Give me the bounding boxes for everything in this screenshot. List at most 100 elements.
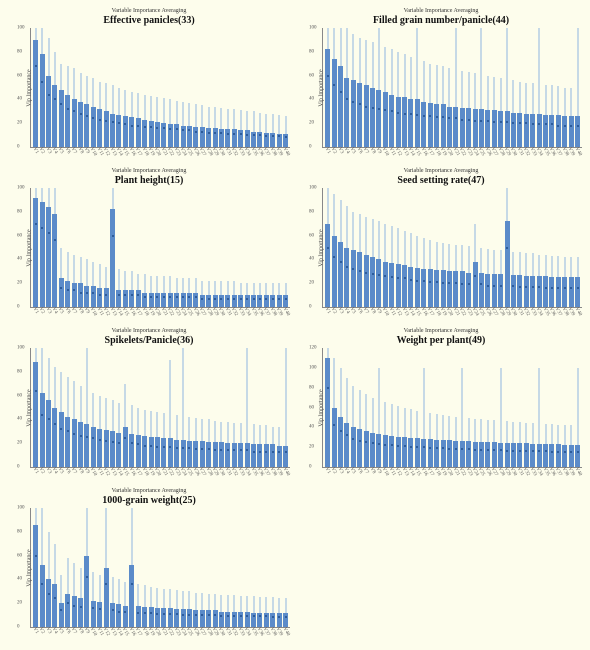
bar [357,252,362,307]
bar [97,288,102,307]
bar-wrap: V20 [447,188,452,307]
bar-wrap: V4 [52,348,57,467]
y-tick: 0 [309,145,312,150]
bar [402,437,407,467]
bar [116,604,121,627]
bar-wrap: V3 [338,28,343,147]
mean-dot [500,121,502,123]
bar-wrap: V31 [225,508,230,627]
bar-wrap: V22 [168,188,173,307]
mean-dot [92,437,94,439]
mean-dot [577,451,579,453]
y-tick: 20 [309,281,314,286]
bar-wrap: V33 [238,28,243,147]
bar [453,441,458,467]
bar [460,441,465,467]
mean-dot [144,612,146,614]
bar-wrap: V36 [257,188,262,307]
bar [543,115,548,147]
bar-wrap: V37 [556,188,561,307]
bar [97,602,102,627]
mean-dot [118,442,120,444]
bar-wrap: V30 [511,348,516,467]
mean-dot [285,298,287,300]
bar [149,121,154,147]
mean-dot [538,286,540,288]
bar-wrap: V8 [370,188,375,307]
bar-wrap: V36 [257,348,262,467]
bar-wrap: V11 [97,508,102,627]
bar-wrap: V14 [116,508,121,627]
bar-wrap: V35 [251,188,256,307]
bar [415,438,420,467]
bar-wrap: V16 [129,188,134,307]
mean-dot [442,116,444,118]
mean-dot [493,449,495,451]
bar-wrap: V17 [428,348,433,467]
bar-wrap: V24 [472,348,477,467]
bar-wrap: V23 [466,348,471,467]
bar [219,442,224,467]
bar [332,59,337,147]
mean-dot [391,110,393,112]
bar [543,276,548,307]
mean-dot [352,101,354,103]
mean-dot [416,114,418,116]
bar-wrap: V16 [421,28,426,147]
mean-dot [436,447,438,449]
bar-wrap: V1 [33,508,38,627]
bar-wrap: V31 [225,28,230,147]
mean-dot [182,296,184,298]
x-tick: V40 [281,147,290,157]
y-tick: 60 [309,405,314,410]
mean-dot [416,446,418,448]
bar [408,438,413,467]
mean-dot [551,287,553,289]
bar [537,114,542,147]
mean-dot [333,256,335,258]
bar [213,610,218,627]
mean-dot [285,616,287,618]
bar [441,104,446,147]
mean-dot [156,127,158,129]
bar [104,111,109,147]
mean-dot [265,135,267,137]
mean-dot [474,449,476,451]
bar-wrap: V17 [136,188,141,307]
mean-dot [131,442,133,444]
bar [351,80,356,147]
bar-wrap: V2 [39,188,44,307]
bar [46,207,51,307]
bar [136,435,141,467]
bar [104,568,109,628]
mean-dot [253,134,255,136]
mean-dot [201,131,203,133]
x-tick: V2 [330,307,337,315]
bar [473,442,478,467]
mean-dot [208,298,210,300]
bar [344,423,349,467]
mean-dot [557,287,559,289]
bar [428,439,433,467]
bar-wrap: V37 [264,508,269,627]
bar-wrap: V10 [383,28,388,147]
bar-wrap: V14 [116,188,121,307]
bar-wrap: V35 [251,28,256,147]
y-tick: 100 [309,186,317,191]
mean-dot [372,107,374,109]
mean-dot [429,447,431,449]
mean-dot [519,122,521,124]
bar-wrap: V10 [91,28,96,147]
bar-wrap: V40 [575,28,580,147]
bar [91,427,96,467]
bar [142,607,147,627]
bar [155,608,160,627]
mean-dot [253,451,255,453]
mean-dot [163,446,165,448]
panel-title: Seed setting rate(47) [300,175,582,186]
bar-wrap: V14 [116,28,121,147]
bar-wrap: V27 [200,28,205,147]
bar [357,83,362,147]
bar-wrap: V27 [200,508,205,627]
bar-wrap: V7 [363,188,368,307]
